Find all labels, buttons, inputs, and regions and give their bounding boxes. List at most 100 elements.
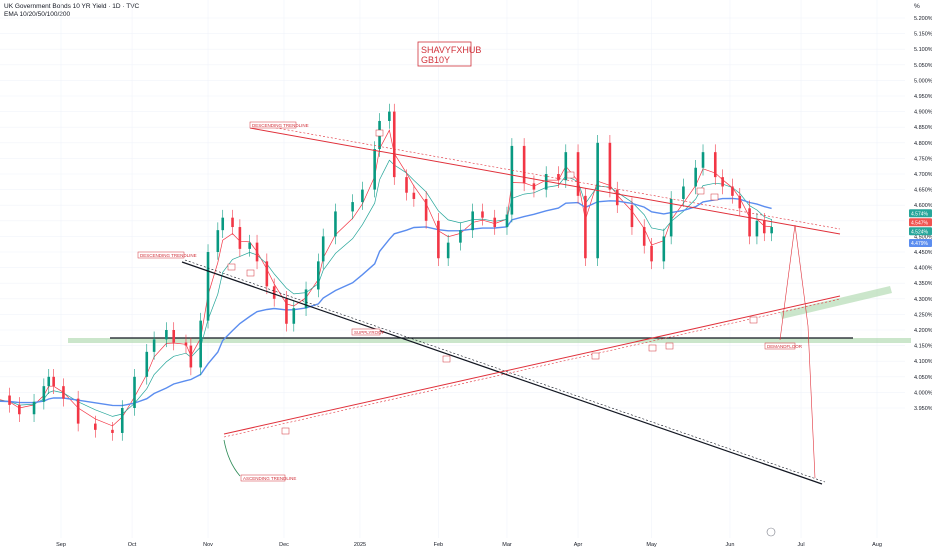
y-tick-label: 4.900% <box>914 110 932 116</box>
ema-10-line <box>0 129 772 427</box>
y-tick-label: 4.800% <box>914 141 932 147</box>
ema-200-line <box>0 197 772 407</box>
pivot-markers <box>227 129 758 435</box>
y-tick-label: 4.700% <box>914 172 932 178</box>
candle-body <box>713 152 717 178</box>
candle-body <box>650 245 653 262</box>
descending-trendline-top <box>249 127 841 235</box>
candle-body <box>630 205 634 228</box>
price-badge-label: 4.547% <box>911 220 929 226</box>
ema-lines <box>0 129 772 427</box>
candle-body <box>165 330 168 340</box>
candle-body <box>47 376 51 387</box>
candle-body <box>42 386 46 402</box>
candle-body <box>522 145 526 184</box>
y-tick-label: 4.050% <box>914 375 932 381</box>
candle-body <box>334 211 337 237</box>
y-tick-label: 4.150% <box>914 344 932 350</box>
candle-body <box>62 386 65 399</box>
watermark-box <box>417 41 472 67</box>
indicator-legend: EMA 10/20/50/100/200 <box>4 11 71 18</box>
candle-body <box>493 217 497 228</box>
chart-title: UK Government Bonds 10 YR Yield · 1D · T… <box>4 3 140 10</box>
candle-body <box>351 202 354 212</box>
axis-unit: % <box>914 3 920 10</box>
candle-body <box>446 242 450 259</box>
price-badge <box>909 238 932 247</box>
candle-body <box>694 167 697 187</box>
candle-body <box>584 195 587 259</box>
candle-body <box>216 230 220 252</box>
candle-body <box>471 211 474 231</box>
y-tick-label: 5.000% <box>914 78 932 84</box>
candle-body <box>424 198 428 221</box>
x-tick-label: Feb <box>434 542 443 548</box>
candle-body <box>316 261 320 290</box>
descending-trendline-black-dashed <box>184 259 826 483</box>
candle-body <box>596 142 599 259</box>
candle-body <box>608 142 612 190</box>
candle-body <box>32 401 36 415</box>
ascending-trendline-label-box <box>240 474 286 482</box>
candle-body <box>576 152 580 196</box>
candle-body <box>248 242 251 249</box>
x-tick-label: Mar <box>502 542 512 548</box>
descending-trendline-label-box-2 <box>137 251 185 259</box>
candle-body <box>770 227 773 234</box>
candle-body <box>481 211 484 218</box>
candle-body <box>510 145 514 215</box>
x-tick-label: 2025 <box>354 542 366 548</box>
x-axis: Sep Oct Nov Dec 2025 Feb Mar Apr May Jun Jul Aug <box>56 542 882 548</box>
candle-body <box>388 111 391 121</box>
candle-body <box>731 186 734 196</box>
descending-trendline-black <box>181 261 823 485</box>
candle-body <box>615 189 619 206</box>
x-tick-label: Jun <box>726 542 735 548</box>
y-tick-label: 4.250% <box>914 312 932 318</box>
candle-body <box>412 192 416 199</box>
demand-floor-label-box <box>764 342 796 350</box>
watermark-line-1: SHAVYFXHUB <box>421 45 481 55</box>
candle-body <box>459 230 462 243</box>
candle-body <box>8 395 11 405</box>
candle-body <box>762 220 766 234</box>
y-tick-label: 4.300% <box>914 297 932 303</box>
x-tick-label: Jul <box>798 542 805 548</box>
candle-body <box>111 429 114 433</box>
candle-body <box>532 183 536 190</box>
y-axis: 5.200% 5.150% 5.100% 5.050% 5.000% 4.950% 4.90… <box>914 16 932 412</box>
y-tick-label: 5.050% <box>914 63 932 69</box>
x-tick-label: Aug <box>872 542 882 548</box>
candle-body <box>152 339 156 352</box>
descending-trendline-label-2: DESCENDING TRENDLINE <box>140 253 197 258</box>
candle-body <box>544 174 548 190</box>
candle-body <box>748 208 751 237</box>
candle-body <box>221 217 225 231</box>
candle-body <box>557 174 560 181</box>
ascending-trendline <box>223 295 841 435</box>
candle-body <box>206 252 210 321</box>
candle-body <box>662 236 666 262</box>
candle-body <box>285 298 288 324</box>
candle-body <box>392 111 396 178</box>
event-marker-icon[interactable] <box>766 527 776 537</box>
projected-zone-band <box>780 286 892 319</box>
y-tick-label: 4.450% <box>914 250 932 256</box>
price-badge <box>909 227 932 236</box>
candle-body <box>437 220 440 259</box>
y-tick-label: 4.200% <box>914 328 932 334</box>
candle-body <box>304 289 308 309</box>
y-tick-label: 4.000% <box>914 390 932 396</box>
candle-body <box>238 227 242 249</box>
price-badge <box>909 218 932 227</box>
candle-body <box>199 320 202 368</box>
x-tick-label: Sep <box>56 542 66 548</box>
y-tick-label: 5.150% <box>914 32 932 38</box>
descending-trendline-top-dashed <box>259 124 841 230</box>
candle-body <box>361 189 364 203</box>
candle-body <box>94 423 97 430</box>
watermark-line-2: GB10Y <box>421 55 450 65</box>
candle-body <box>738 195 742 209</box>
y-tick-label: 4.600% <box>914 203 932 209</box>
